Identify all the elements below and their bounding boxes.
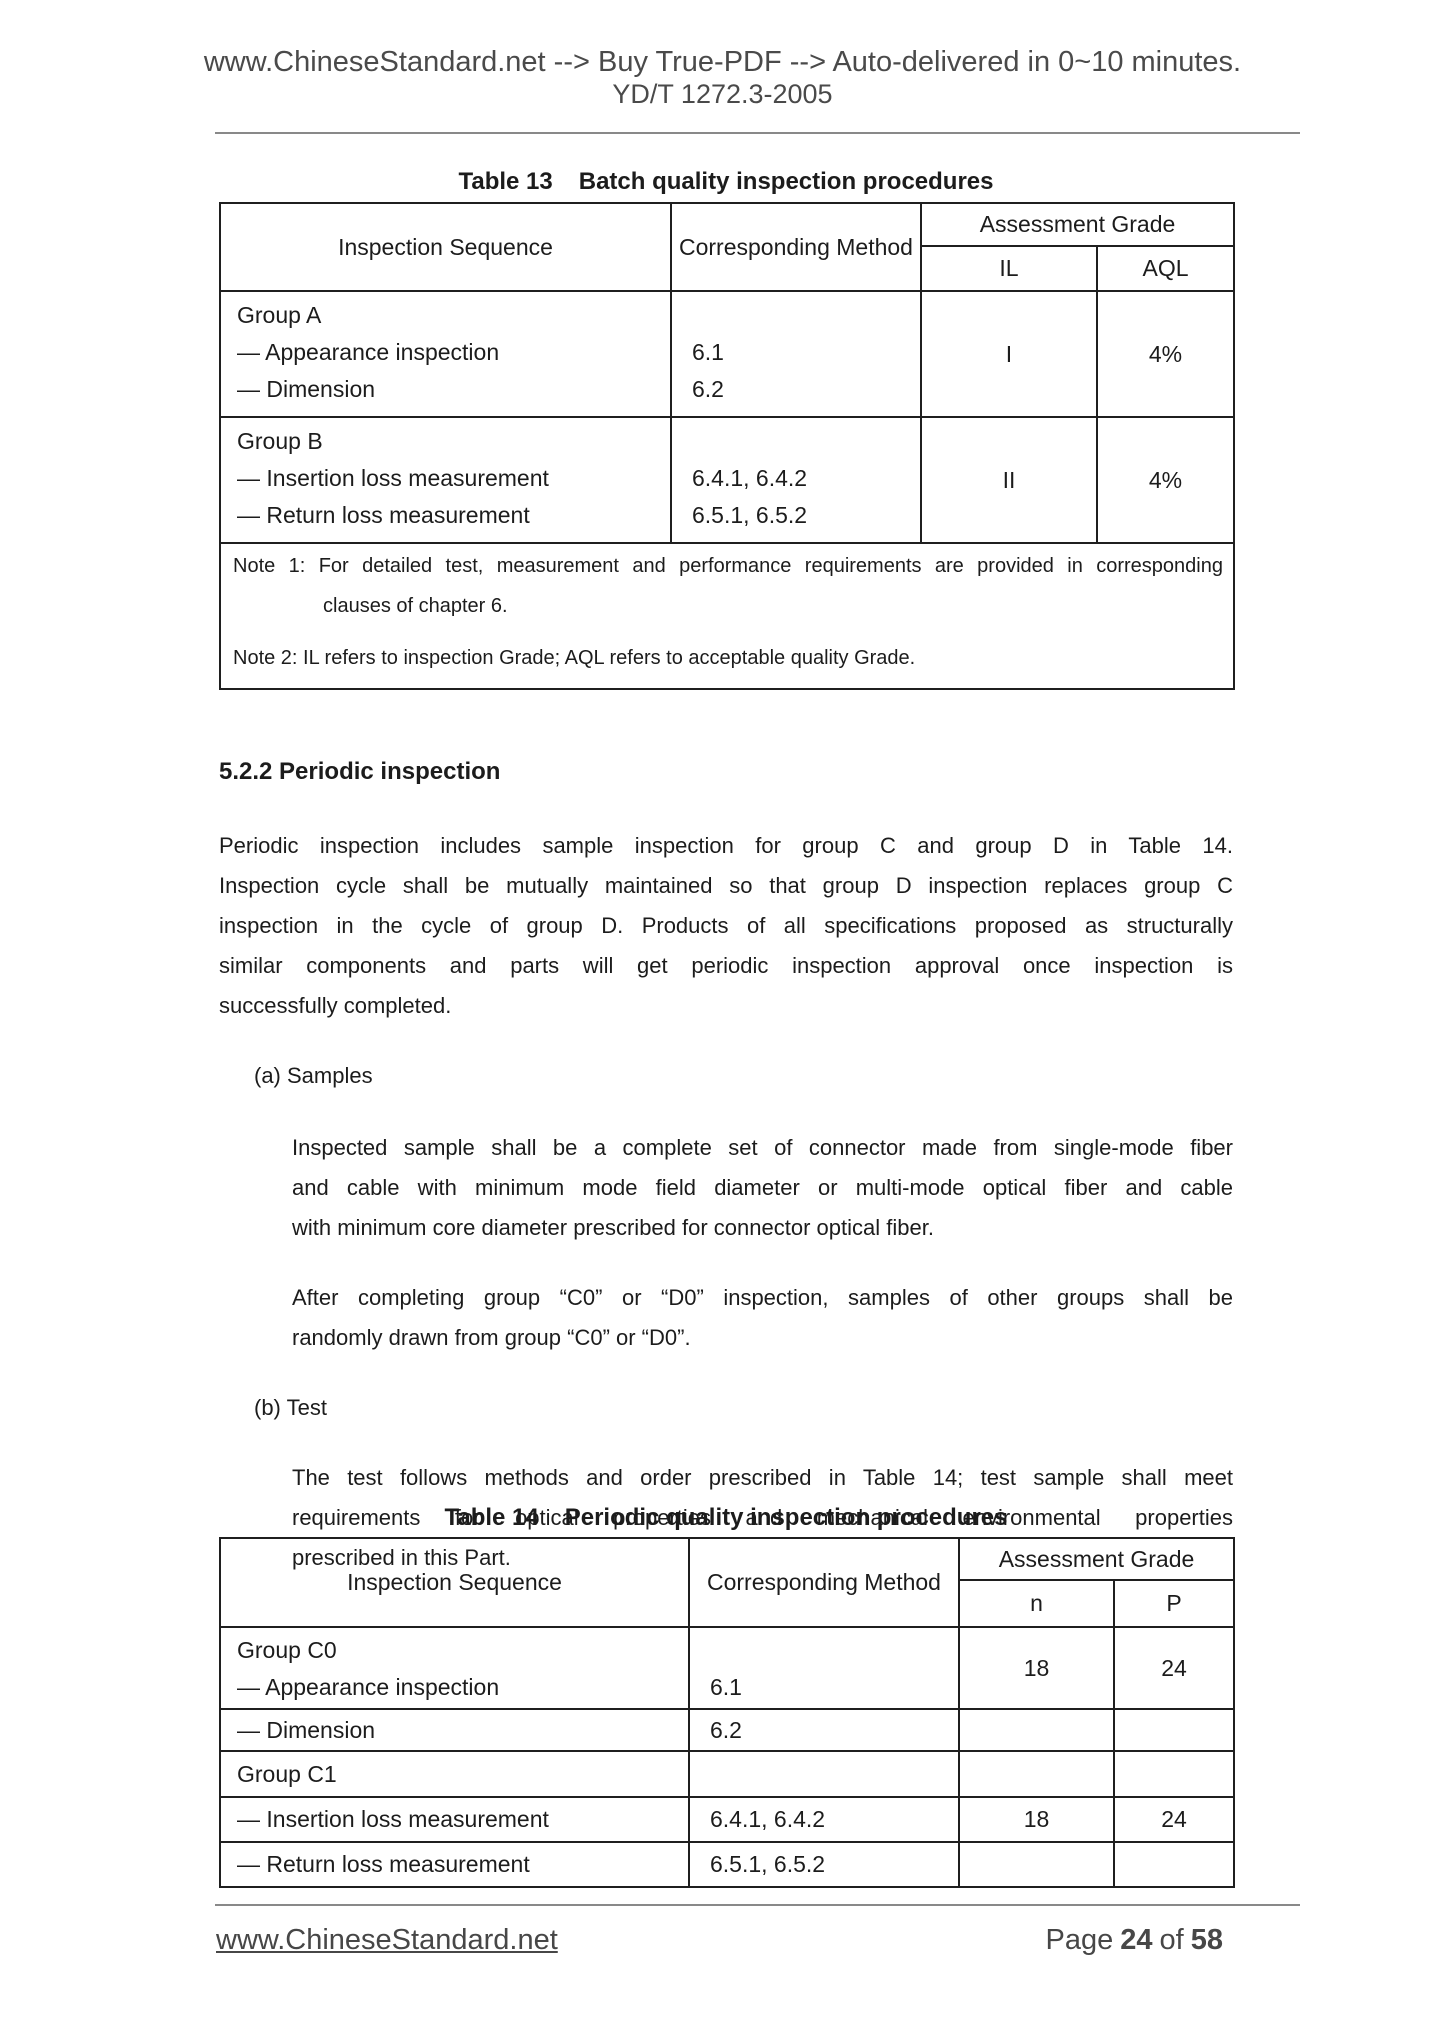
t13-note1-line2: clauses of chapter 6. (323, 595, 508, 617)
table13-caption-text: Batch quality inspection procedures (578, 168, 994, 195)
t13-groupA-sequence-cell: Group A — Appearance inspection — Dimens… (219, 290, 672, 418)
paragraph-line: requirements for optical properties and … (292, 1505, 1233, 1530)
table14-caption: Table 14 Periodic quality inspection proc… (219, 1498, 1233, 1538)
table13: Inspection Sequence Corresponding Method… (219, 202, 1235, 690)
t13-groupB-method-1: 6.4.1, 6.4.2 (692, 465, 808, 491)
t14-insertion-p-value: 24 (1113, 1796, 1235, 1843)
item-a-label: (a) Samples (254, 1063, 373, 1088)
t13-groupB-title: Group B (237, 428, 323, 454)
t13-header-il: IL (920, 245, 1098, 292)
t14-return-n-value (958, 1841, 1115, 1888)
t13-groupB-il-value: II (920, 416, 1098, 544)
t13-header-aql: AQL (1096, 245, 1235, 292)
t13-groupA-method-cell: 6.1 6.2 (670, 290, 922, 418)
paragraph-line: similar components and parts will get pe… (219, 953, 1233, 978)
paragraph-line: After completing group “C0” or “D0” insp… (292, 1285, 1233, 1310)
t13-groupA-method-0 (692, 297, 912, 334)
t14-groupC0-n-value: 18 (958, 1626, 1115, 1710)
t14-return-sequence-cell: — Return loss measurement (219, 1841, 690, 1888)
table13-caption-label: Table 13 (458, 168, 553, 195)
table14-caption-text: Periodic quality inspection procedures (564, 1504, 1008, 1531)
paragraph-periodic-inspection: Periodic inspection includes sample insp… (219, 826, 1233, 1026)
t13-groupB-item-2: — Return loss measurement (237, 502, 530, 528)
t13-header-assessment-grade: Assessment Grade (920, 202, 1235, 247)
t14-groupC1-n-value (958, 1750, 1115, 1798)
footer-page-label: Page (1045, 1924, 1114, 1956)
t14-groupC0-p-value: 24 (1113, 1626, 1235, 1710)
t13-groupB-method-0 (692, 423, 912, 460)
t13-groupA-title: Group A (237, 302, 322, 328)
t14-groupC0-method-cell: 6.1 (688, 1626, 960, 1710)
t14-groupC0-item-1: — Appearance inspection (237, 1674, 500, 1700)
footer-page-number: 24 (1120, 1924, 1153, 1956)
paragraph-line: Inspected sample shall be a complete set… (292, 1135, 1233, 1160)
header-promo-line: www.ChineseStandard.net --> Buy True-PDF… (203, 46, 1242, 78)
paragraph-line: Inspection cycle shall be mutually maint… (219, 873, 1233, 898)
t14-header-inspection-sequence: Inspection Sequence (219, 1537, 690, 1628)
footer-site-link[interactable]: www.ChineseStandard.net (216, 1924, 558, 1956)
t14-return-p-value (1113, 1841, 1235, 1888)
t13-note2: Note 2: IL refers to inspection Grade; A… (233, 647, 916, 669)
t13-groupB-sequence-cell: Group B — Insertion loss measurement — R… (219, 416, 672, 544)
t14-groupC0-method-1: 6.1 (710, 1674, 742, 1700)
t14-groupC0-title: Group C0 (237, 1637, 337, 1663)
t14-groupC1-method-cell (688, 1750, 960, 1798)
t14-dimension-sequence-cell: — Dimension (219, 1708, 690, 1752)
paragraph-line: Periodic inspection includes sample insp… (219, 833, 1233, 858)
t14-groupC1-sequence-cell: Group C1 (219, 1750, 690, 1798)
t14-dimension-n-value (958, 1708, 1115, 1752)
paragraph-line: with minimum core diameter prescribed fo… (292, 1215, 934, 1240)
t14-header-assessment-grade: Assessment Grade (958, 1537, 1235, 1581)
footer-rule (215, 1904, 1300, 1906)
t13-groupB-item-1: — Insertion loss measurement (237, 465, 549, 491)
t14-dimension-p-value (1113, 1708, 1235, 1752)
t14-return-method-cell: 6.5.1, 6.5.2 (688, 1841, 960, 1888)
t14-header-p: P (1113, 1579, 1235, 1628)
t13-groupB-method-cell: 6.4.1, 6.4.2 6.5.1, 6.5.2 (670, 416, 922, 544)
t14-dimension-method-cell: 6.2 (688, 1708, 960, 1752)
footer-of-label: of (1159, 1924, 1184, 1956)
paragraph-test: The test follows methods and order presc… (292, 1458, 1233, 1578)
t14-header-corresponding-method: Corresponding Method (688, 1537, 960, 1628)
t13-groupA-il-value: I (920, 290, 1098, 418)
t14-header-n: n (958, 1579, 1115, 1628)
t13-groupA-aql-value: 4% (1096, 290, 1235, 418)
paragraph-line: The test follows methods and order presc… (292, 1465, 1233, 1490)
t13-header-inspection-sequence: Inspection Sequence (219, 202, 672, 292)
table14: Inspection Sequence Corresponding Method… (219, 1537, 1235, 1888)
paragraph-samples-1: Inspected sample shall be a complete set… (292, 1128, 1233, 1248)
header-rule (215, 132, 1300, 134)
t14-groupC1-p-value (1113, 1750, 1235, 1798)
paragraph-line: successfully completed. (219, 993, 452, 1018)
table14-caption-label: Table 14 (444, 1504, 539, 1531)
t13-groupA-method-1: 6.1 (692, 339, 724, 365)
t13-notes-cell: Note 1: For detailed test, measurement a… (219, 542, 1235, 690)
item-b-label: (b) Test (254, 1395, 327, 1420)
paragraph-line: and cable with minimum mode field diamet… (292, 1175, 1233, 1200)
t13-groupA-method-2: 6.2 (692, 376, 724, 402)
t13-header-corresponding-method: Corresponding Method (670, 202, 922, 292)
footer-total-pages: 58 (1190, 1924, 1223, 1956)
paragraph-line: inspection in the cycle of group D. Prod… (219, 913, 1233, 938)
t14-groupC0-method-blank (710, 1632, 950, 1669)
footer-page-info: Page 24 of 58 (1046, 1924, 1223, 1957)
t14-insertion-method-cell: 6.4.1, 6.4.2 (688, 1796, 960, 1843)
t13-groupB-method-2: 6.5.1, 6.5.2 (692, 502, 808, 528)
t13-groupA-item-1: — Appearance inspection (237, 339, 500, 365)
t14-insertion-n-value: 18 (958, 1796, 1115, 1843)
header-standard-number: YD/T 1272.3-2005 (612, 79, 833, 109)
t13-groupA-item-2: — Dimension (237, 376, 376, 402)
paragraph-samples-2: After completing group “C0” or “D0” insp… (292, 1278, 1233, 1358)
t13-note1-line1: Note 1: For detailed test, measurement a… (233, 555, 1223, 577)
paragraph-line: randomly drawn from group “C0” or “D0”. (292, 1325, 691, 1350)
t14-insertion-sequence-cell: — Insertion loss measurement (219, 1796, 690, 1843)
t13-groupB-aql-value: 4% (1096, 416, 1235, 544)
table13-caption: Table 13 Batch quality inspection procedu… (219, 162, 1233, 202)
section-heading: 5.2.2 Periodic inspection (219, 758, 501, 785)
t14-groupC0-sequence-cell: Group C0 — Appearance inspection (219, 1626, 690, 1710)
